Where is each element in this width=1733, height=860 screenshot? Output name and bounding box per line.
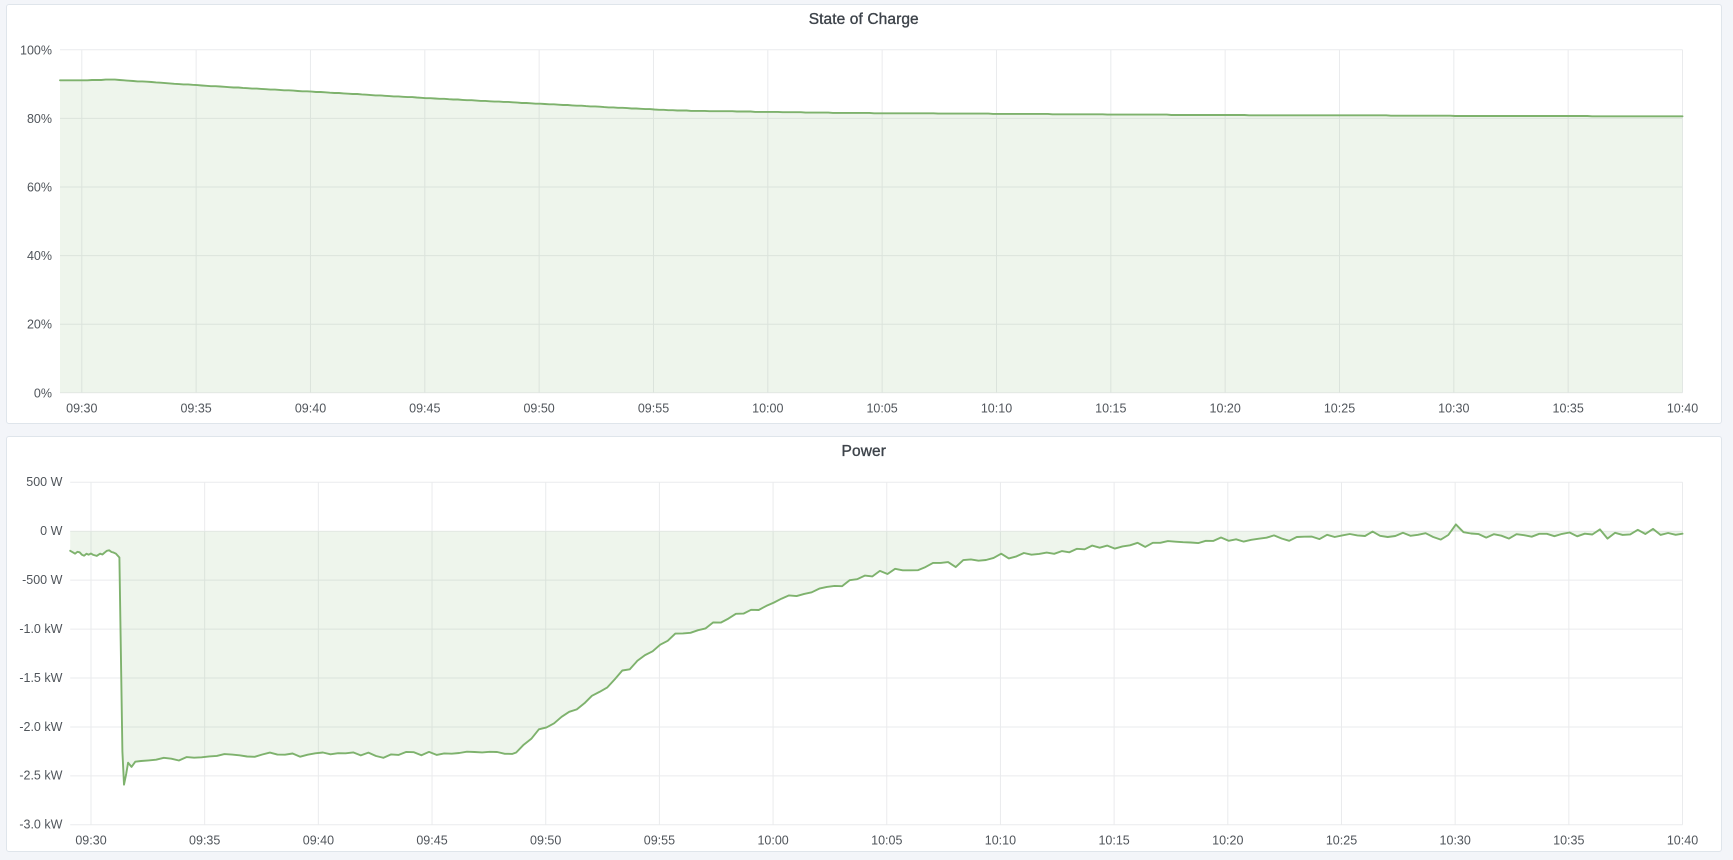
- svg-text:10:25: 10:25: [1324, 402, 1355, 416]
- svg-text:10:40: 10:40: [1667, 833, 1698, 847]
- svg-text:10:10: 10:10: [981, 402, 1012, 416]
- svg-text:500 W: 500 W: [26, 475, 62, 489]
- svg-text:60%: 60%: [27, 181, 52, 195]
- svg-text:10:00: 10:00: [757, 833, 788, 847]
- svg-text:10:05: 10:05: [871, 833, 902, 847]
- svg-text:09:45: 09:45: [409, 402, 440, 416]
- svg-text:10:35: 10:35: [1553, 402, 1584, 416]
- svg-text:20%: 20%: [27, 318, 52, 332]
- svg-text:10:20: 10:20: [1210, 402, 1241, 416]
- svg-text:10:15: 10:15: [1098, 833, 1129, 847]
- svg-text:10:00: 10:00: [752, 402, 783, 416]
- svg-text:0 W: 0 W: [40, 524, 62, 538]
- svg-text:10:15: 10:15: [1095, 402, 1126, 416]
- svg-text:09:40: 09:40: [303, 833, 334, 847]
- svg-text:10:25: 10:25: [1326, 833, 1357, 847]
- svg-text:10:10: 10:10: [985, 833, 1016, 847]
- svg-text:-1.0 kW: -1.0 kW: [19, 622, 62, 636]
- svg-text:09:40: 09:40: [295, 402, 326, 416]
- svg-text:09:50: 09:50: [523, 402, 554, 416]
- svg-text:-2.5 kW: -2.5 kW: [19, 768, 62, 782]
- svg-text:-500 W: -500 W: [22, 573, 62, 587]
- svg-text:100%: 100%: [20, 43, 52, 57]
- svg-text:10:30: 10:30: [1438, 402, 1469, 416]
- svg-text:40%: 40%: [27, 249, 52, 263]
- svg-text:10:30: 10:30: [1440, 833, 1471, 847]
- svg-text:09:35: 09:35: [189, 833, 220, 847]
- svg-text:10:35: 10:35: [1553, 833, 1584, 847]
- svg-text:09:30: 09:30: [75, 833, 106, 847]
- svg-text:09:50: 09:50: [530, 833, 561, 847]
- svg-text:0%: 0%: [34, 386, 52, 400]
- svg-text:09:55: 09:55: [644, 833, 675, 847]
- svg-text:-1.5 kW: -1.5 kW: [19, 670, 62, 684]
- svg-text:09:45: 09:45: [416, 833, 447, 847]
- svg-text:10:05: 10:05: [866, 402, 897, 416]
- svg-text:09:55: 09:55: [638, 402, 669, 416]
- svg-text:-2.0 kW: -2.0 kW: [19, 719, 62, 733]
- svg-text:09:30: 09:30: [66, 402, 97, 416]
- svg-text:10:20: 10:20: [1212, 833, 1243, 847]
- svg-text:-3.0 kW: -3.0 kW: [19, 817, 62, 831]
- svg-text:80%: 80%: [27, 112, 52, 126]
- svg-text:10:40: 10:40: [1667, 402, 1698, 416]
- svg-text:09:35: 09:35: [180, 402, 211, 416]
